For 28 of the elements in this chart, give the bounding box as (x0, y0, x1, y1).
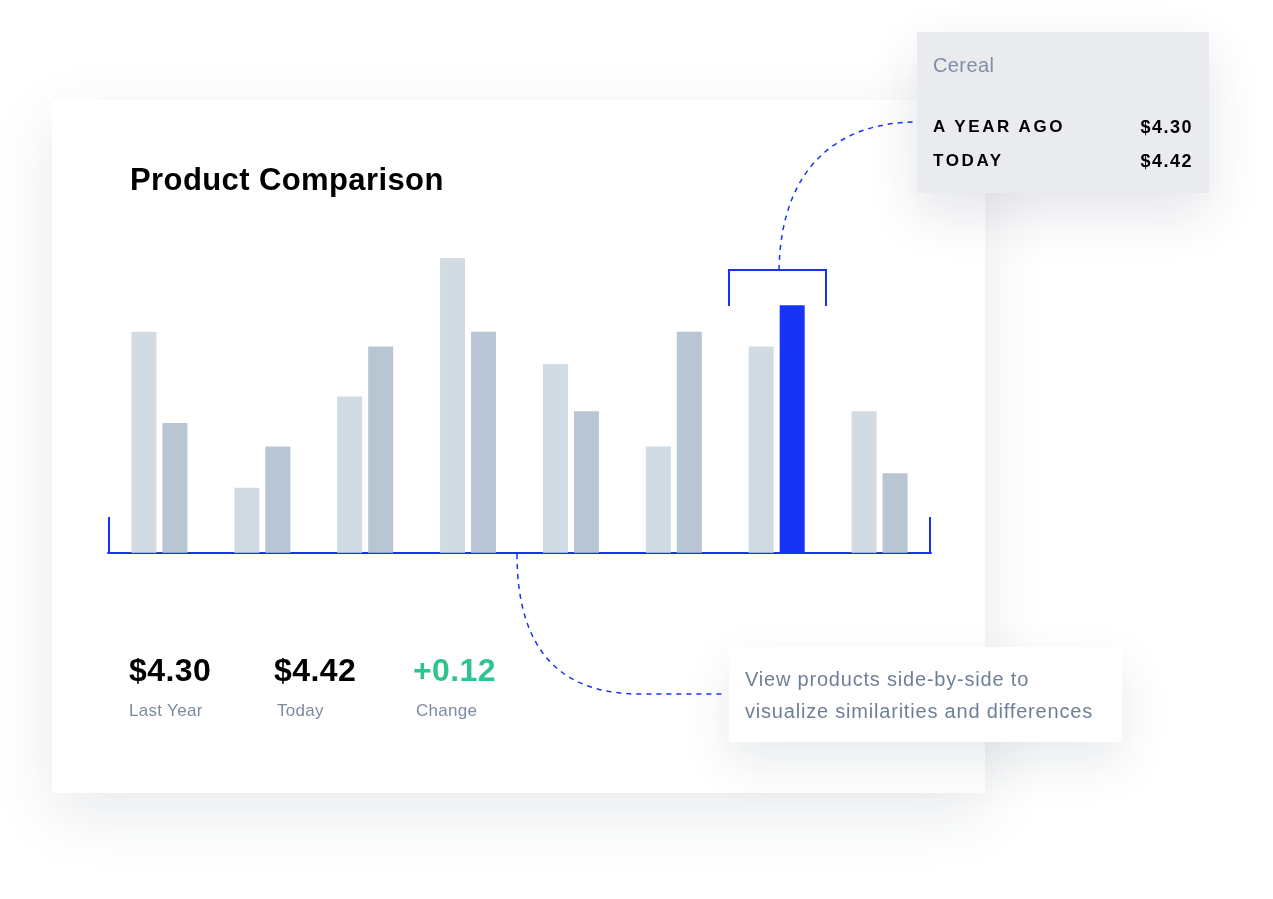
text: $4.42 (1140, 151, 1193, 171)
bar (337, 396, 363, 553)
text: View products side-by-side to visualize similarities and differences (745, 667, 1094, 724)
text: $4.30 (129, 652, 212, 688)
text: Last Year (129, 701, 203, 720)
chart-title: Product Comparison (130, 162, 444, 197)
bar (542, 364, 568, 553)
bar (748, 346, 774, 553)
text: +0.12 (413, 652, 496, 688)
text: A YEAR AGO (933, 117, 1066, 136)
bar (573, 411, 599, 553)
text: $4.30 (1140, 117, 1193, 137)
bar (851, 411, 877, 553)
bar (471, 331, 497, 553)
bar (368, 346, 394, 553)
text: TODAY (933, 151, 1004, 170)
bar (234, 487, 260, 553)
bar (645, 446, 671, 553)
text: Cereal (933, 54, 995, 76)
bar (162, 423, 188, 553)
text: Today (277, 701, 324, 720)
text: $4.42 (274, 652, 357, 688)
bar (440, 258, 466, 553)
bar (265, 446, 291, 553)
bar (676, 331, 702, 553)
text: Change (416, 701, 478, 720)
bar (882, 473, 908, 553)
bar (131, 331, 157, 553)
